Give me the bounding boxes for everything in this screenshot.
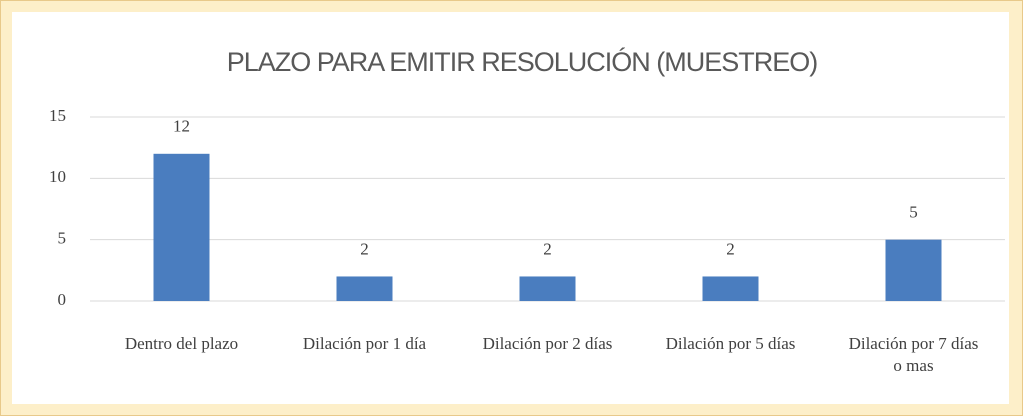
data-label: 12: [173, 117, 190, 136]
data-label: 2: [543, 239, 552, 258]
x-tick-label: Dilación por 7 días o mas: [848, 334, 979, 375]
data-label: 5: [909, 203, 918, 222]
y-tick-label: 15: [49, 106, 66, 125]
x-tick-label: Dentro del plazo: [124, 334, 239, 353]
bar: [519, 276, 576, 301]
data-label: 2: [360, 239, 369, 258]
y-tick-label: 5: [58, 229, 67, 248]
x-tick-label: Dilación por 1 día: [302, 334, 427, 353]
bar: [702, 276, 759, 301]
y-tick-label: 0: [58, 290, 67, 309]
x-tick-label: Dilación por 2 días: [482, 334, 613, 353]
x-tick-label: Dilación por 5 días: [665, 334, 796, 353]
bar: [336, 276, 393, 301]
data-label: 2: [726, 239, 735, 258]
bar: [153, 153, 210, 301]
chart-title: PLAZO PARA EMITIR RESOLUCIÓN (MUESTREO): [227, 46, 818, 77]
y-tick-label: 10: [49, 167, 66, 186]
bar: [885, 239, 942, 301]
